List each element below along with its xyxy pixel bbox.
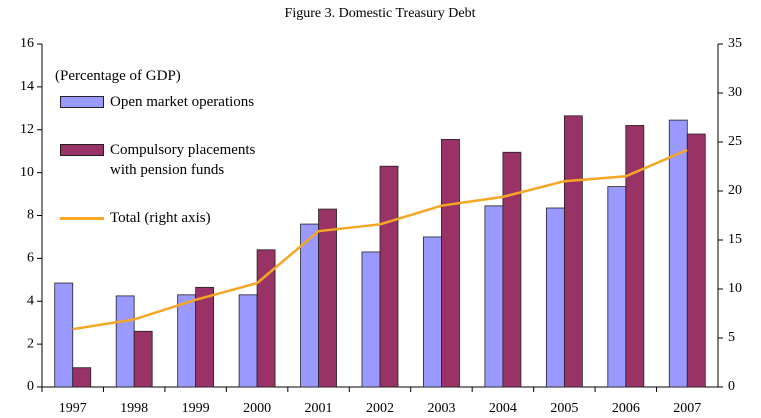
- y-tick-label: 8: [27, 208, 34, 223]
- bar: [607, 186, 627, 388]
- y-tick-label: 6: [27, 251, 34, 266]
- bar: [668, 119, 688, 388]
- y2-tick-label: 30: [728, 85, 742, 100]
- bar: [379, 165, 399, 388]
- bar: [563, 115, 583, 388]
- x-tick-label: 2001: [305, 401, 333, 416]
- y-tick-label: 0: [27, 379, 34, 394]
- legend-swatch: [60, 144, 104, 156]
- y2-tick-label: 0: [728, 379, 735, 394]
- bar: [318, 208, 337, 388]
- legend-label: Total (right axis): [110, 210, 211, 226]
- y-tick-label: 12: [20, 122, 34, 137]
- y-tick-label: 16: [20, 36, 34, 51]
- bar: [256, 249, 276, 388]
- bar: [238, 294, 258, 388]
- x-tick-label: 1998: [120, 401, 148, 416]
- bar: [72, 367, 92, 388]
- annotation: (Percentage of GDP): [55, 68, 181, 84]
- x-tick-label: 2003: [427, 401, 455, 416]
- x-tick-label: 2006: [612, 401, 640, 416]
- bar: [177, 294, 197, 388]
- bar: [115, 295, 135, 388]
- bar: [625, 125, 645, 388]
- bar: [133, 330, 153, 388]
- x-tick-label: 2004: [489, 401, 517, 416]
- x-tick-label: 1997: [59, 401, 87, 416]
- bar: [686, 133, 706, 388]
- x-tick-label: 2002: [366, 401, 394, 416]
- x-tick-label: 2005: [550, 401, 578, 416]
- y-tick-label: 4: [27, 293, 34, 308]
- legend-swatch: [60, 96, 104, 108]
- line: [72, 148, 688, 331]
- legend-swatch: [60, 217, 104, 220]
- bar: [484, 205, 504, 388]
- y2-tick-label: 15: [728, 232, 742, 247]
- chart-title: Figure 3. Domestic Treasury Debt: [285, 6, 476, 21]
- bar: [502, 151, 522, 388]
- y-tick-label: 2: [27, 336, 34, 351]
- bar: [545, 207, 565, 388]
- y-tick-label: 14: [20, 79, 34, 94]
- x-tick-label: 1999: [182, 401, 210, 416]
- bar: [361, 251, 381, 388]
- bar: [441, 138, 460, 388]
- bar: [195, 286, 215, 388]
- legend: Open market operations Compulsory placeme…: [60, 92, 300, 232]
- y2-tick-label: 20: [728, 183, 742, 198]
- y2-tick-label: 25: [728, 134, 742, 149]
- x-tick-label: 2000: [243, 401, 271, 416]
- legend-label: Compulsory placements with pension funds: [110, 142, 256, 178]
- bar: [423, 236, 442, 388]
- y-tick-label: 10: [20, 165, 34, 180]
- legend-label: Open market operations: [110, 94, 255, 110]
- bar: [54, 282, 74, 388]
- x-tick-label: 2007: [673, 401, 701, 416]
- y2-tick-label: 10: [728, 281, 742, 296]
- y2-tick-label: 5: [728, 330, 735, 345]
- y2-tick-label: 35: [728, 36, 742, 51]
- bar: [300, 223, 319, 388]
